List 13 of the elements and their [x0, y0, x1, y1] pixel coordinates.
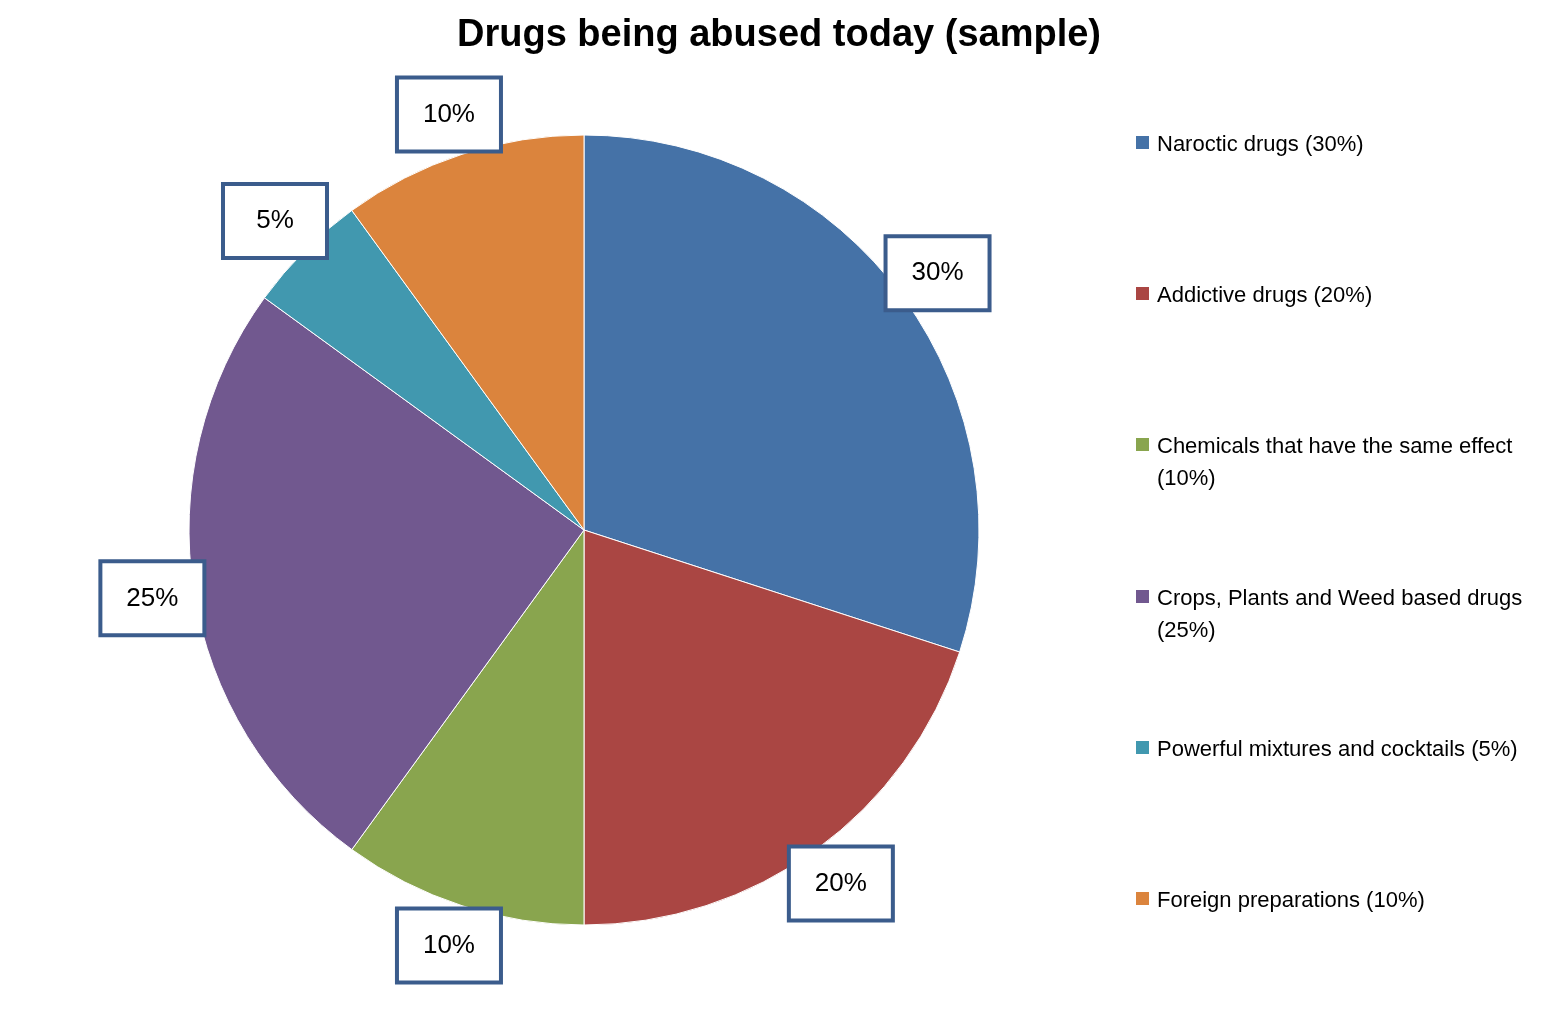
data-label: 30% — [911, 256, 964, 287]
data-label: 10% — [422, 928, 475, 959]
data-label: 20% — [814, 866, 867, 897]
legend-label: Foreign preparations (10%) — [1157, 885, 1425, 914]
legend-label: Chemicals that have the same effect (10%) — [1157, 432, 1514, 493]
data-label: 5% — [256, 204, 294, 235]
data-label: 10% — [422, 97, 475, 128]
legend-label: Addictive drugs (20%) — [1157, 281, 1373, 310]
legend-label: Crops, Plants and Weed based drugs (25%) — [1157, 583, 1524, 644]
legend-label: Naroctic drugs (30%) — [1157, 130, 1364, 158]
legend-label: Powerful mixtures and cocktails (5%) — [1157, 734, 1518, 763]
data-label: 25% — [126, 581, 179, 612]
chart-title: Drugs being abused today (sample) — [456, 11, 1102, 56]
